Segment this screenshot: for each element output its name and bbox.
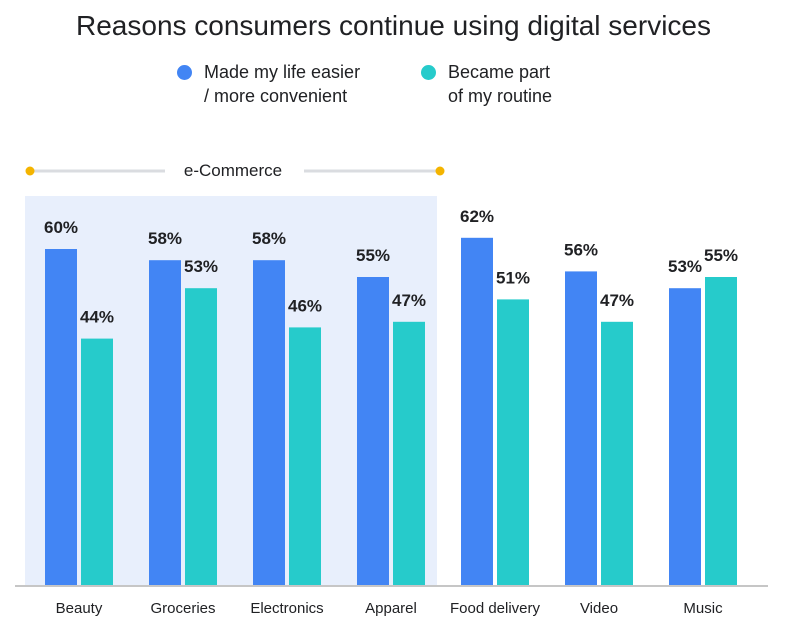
bar-apparel-series-1	[357, 277, 389, 585]
x-tick-label-apparel: Apparel	[365, 600, 417, 617]
data-label-food-delivery-series-1: 62%	[460, 207, 494, 226]
data-label-food-delivery-series-2: 51%	[496, 268, 530, 287]
legend-dot-routine	[421, 65, 436, 80]
data-label-apparel-series-2: 47%	[392, 291, 426, 310]
data-label-music-series-2: 55%	[704, 246, 738, 265]
ecommerce-group-label: e-Commerce	[184, 161, 282, 180]
bar-music-series-1	[669, 288, 701, 585]
bar-music-series-2	[705, 277, 737, 585]
x-tick-label-beauty: Beauty	[56, 600, 103, 617]
x-tick-label-video: Video	[580, 600, 618, 617]
data-label-groceries-series-1: 58%	[148, 229, 182, 248]
bar-video-series-2	[601, 321, 633, 585]
data-label-electronics-series-1: 58%	[252, 229, 286, 248]
data-label-beauty-series-2: 44%	[80, 308, 114, 327]
bar-video-series-1	[565, 271, 597, 585]
data-label-electronics-series-2: 46%	[288, 296, 322, 315]
bar-beauty-series-2	[81, 338, 113, 585]
x-tick-label-groceries: Groceries	[150, 600, 215, 617]
ecommerce-bracket-dot-right	[435, 166, 445, 176]
data-label-beauty-series-1: 60%	[44, 218, 78, 237]
bar-apparel-series-2	[393, 321, 425, 585]
bar-electronics-series-2	[289, 327, 321, 585]
bar-food-delivery-series-2	[497, 299, 529, 585]
bar-beauty-series-1	[45, 249, 77, 585]
x-tick-label-food-delivery: Food delivery	[450, 600, 541, 617]
bar-food-delivery-series-1	[461, 237, 493, 586]
bar-electronics-series-1	[253, 260, 285, 585]
ecommerce-bracket-dot-left	[25, 166, 35, 176]
bar-groceries-series-1	[149, 260, 181, 585]
x-tick-label-electronics: Electronics	[250, 600, 323, 617]
x-tick-label-music: Music	[683, 600, 723, 617]
data-label-music-series-1: 53%	[668, 257, 702, 276]
chart-legend: Made my life easier / more convenient Bec…	[0, 60, 800, 110]
data-label-video-series-1: 56%	[564, 240, 598, 259]
data-label-video-series-2: 47%	[600, 291, 634, 310]
data-label-apparel-series-1: 55%	[356, 246, 390, 265]
legend-label-convenient: Made my life easier / more convenient	[204, 62, 361, 106]
data-label-groceries-series-2: 53%	[184, 257, 218, 276]
chart-title: Reasons consumers continue using digital…	[76, 10, 711, 41]
legend-item-routine: Became part of my routine	[421, 60, 552, 108]
legend-label-routine: Became part of my routine	[448, 62, 553, 106]
legend-dot-convenient	[177, 65, 192, 80]
legend-item-convenient: Made my life easier / more convenient	[177, 60, 360, 108]
bar-groceries-series-2	[185, 288, 217, 585]
